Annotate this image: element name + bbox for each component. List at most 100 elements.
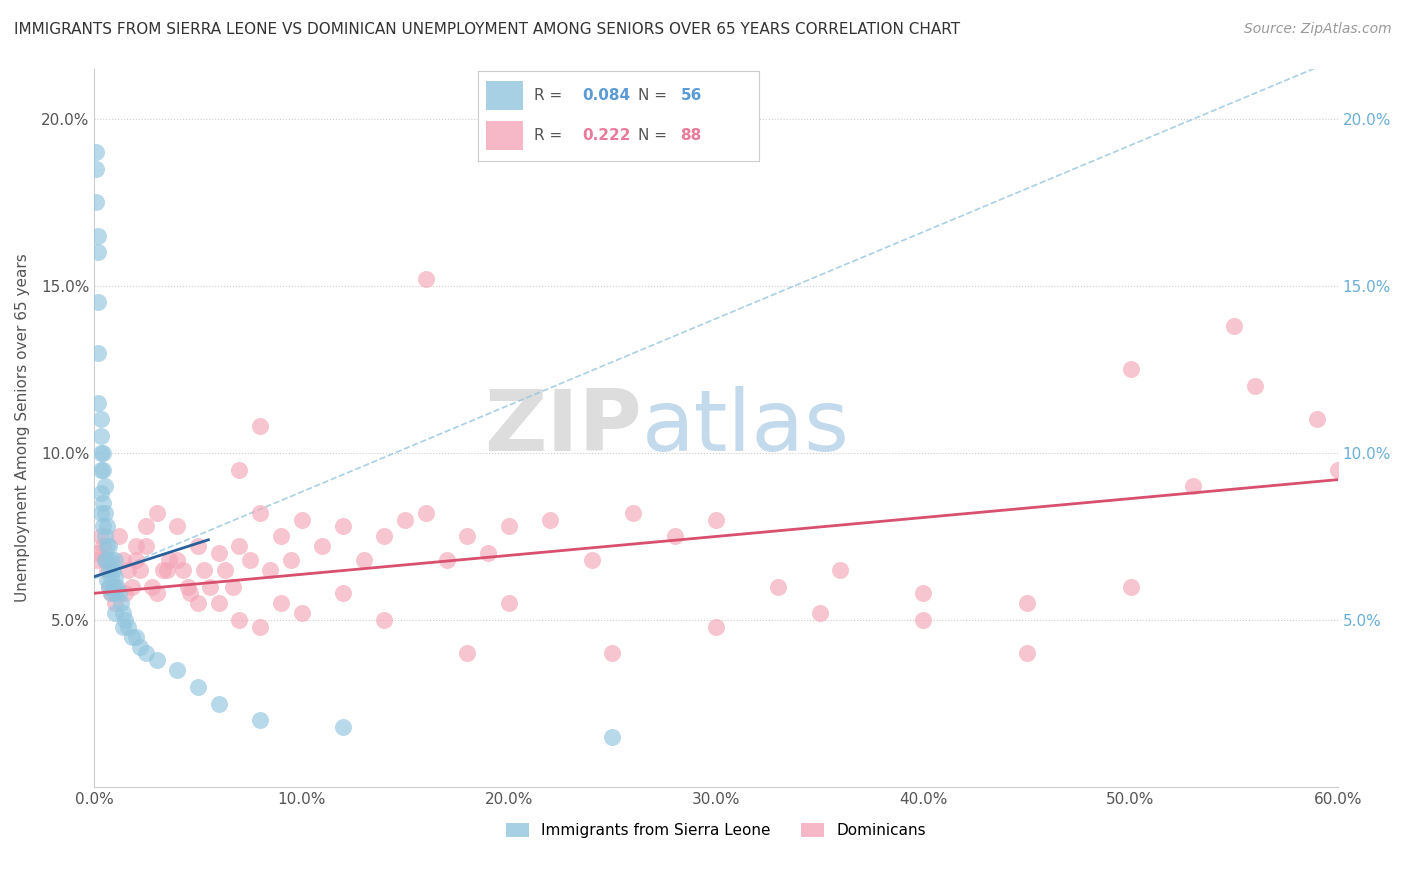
- Point: [91, 540, 114, 554]
- Point: [96, 563, 118, 577]
- Point: [104, 607, 127, 621]
- Point: [477, 546, 499, 560]
- Point: [704, 620, 727, 634]
- Point: [114, 613, 136, 627]
- Point: [621, 506, 644, 520]
- Point: [121, 630, 143, 644]
- Point: [602, 647, 624, 661]
- Point: [166, 519, 188, 533]
- Text: IMMIGRANTS FROM SIERRA LEONE VS DOMINICAN UNEMPLOYMENT AMONG SENIORS OVER 65 YEA: IMMIGRANTS FROM SIERRA LEONE VS DOMINICA…: [14, 22, 960, 37]
- Point: [208, 697, 231, 711]
- Point: [228, 462, 250, 476]
- Point: [290, 607, 312, 621]
- Point: [91, 462, 114, 476]
- Text: 0.084: 0.084: [582, 88, 630, 103]
- Point: [93, 529, 115, 543]
- Point: [498, 596, 520, 610]
- Point: [100, 586, 122, 600]
- Point: [1015, 647, 1038, 661]
- Point: [222, 580, 245, 594]
- Point: [104, 596, 127, 610]
- Point: [156, 563, 179, 577]
- Bar: [486, 121, 523, 150]
- Point: [808, 607, 831, 621]
- Point: [87, 295, 110, 310]
- Point: [332, 720, 354, 734]
- Point: [332, 519, 354, 533]
- Point: [93, 553, 115, 567]
- Point: [87, 228, 110, 243]
- Point: [214, 563, 236, 577]
- Point: [166, 553, 188, 567]
- Point: [96, 553, 118, 567]
- Point: [415, 506, 437, 520]
- Point: [104, 580, 127, 594]
- Text: R =: R =: [534, 128, 568, 143]
- Text: atlas: atlas: [641, 386, 849, 469]
- Point: [129, 640, 152, 654]
- Point: [311, 540, 333, 554]
- Point: [90, 506, 112, 520]
- Text: 56: 56: [681, 88, 702, 103]
- Point: [912, 613, 935, 627]
- Point: [87, 396, 110, 410]
- Point: [166, 663, 188, 677]
- Point: [1119, 580, 1142, 594]
- Point: [602, 730, 624, 744]
- Point: [125, 630, 148, 644]
- Point: [90, 462, 112, 476]
- Point: [97, 580, 120, 594]
- Point: [87, 546, 110, 560]
- Point: [1119, 362, 1142, 376]
- Point: [228, 540, 250, 554]
- Point: [86, 145, 108, 159]
- Point: [105, 580, 128, 594]
- Point: [104, 569, 127, 583]
- Point: [90, 446, 112, 460]
- Point: [270, 596, 292, 610]
- Text: R =: R =: [534, 88, 568, 103]
- Point: [96, 519, 118, 533]
- Point: [249, 419, 271, 434]
- Point: [117, 620, 139, 634]
- Point: [249, 506, 271, 520]
- Point: [121, 580, 143, 594]
- Point: [187, 680, 209, 694]
- Point: [90, 529, 112, 543]
- Point: [112, 553, 135, 567]
- Point: [1015, 596, 1038, 610]
- Point: [87, 245, 110, 260]
- Point: [456, 647, 478, 661]
- Point: [96, 540, 118, 554]
- Point: [108, 586, 131, 600]
- Point: [86, 195, 108, 210]
- Text: N =: N =: [638, 128, 672, 143]
- Text: ZIP: ZIP: [484, 386, 641, 469]
- Point: [152, 563, 174, 577]
- Point: [249, 620, 271, 634]
- Point: [176, 580, 198, 594]
- Point: [117, 563, 139, 577]
- Point: [187, 596, 209, 610]
- Y-axis label: Unemployment Among Seniors over 65 years: Unemployment Among Seniors over 65 years: [15, 253, 30, 602]
- Point: [768, 580, 790, 594]
- Point: [93, 506, 115, 520]
- Text: 0.222: 0.222: [582, 128, 630, 143]
- Point: [110, 596, 132, 610]
- Point: [290, 513, 312, 527]
- Point: [249, 714, 271, 728]
- Point: [1306, 412, 1329, 426]
- Text: N =: N =: [638, 88, 672, 103]
- Point: [200, 580, 222, 594]
- Point: [97, 540, 120, 554]
- Point: [259, 563, 281, 577]
- Point: [172, 563, 194, 577]
- Text: 88: 88: [681, 128, 702, 143]
- Point: [86, 553, 108, 567]
- Point: [108, 529, 131, 543]
- Point: [96, 573, 118, 587]
- Point: [135, 519, 157, 533]
- Point: [90, 429, 112, 443]
- Point: [114, 586, 136, 600]
- Point: [125, 553, 148, 567]
